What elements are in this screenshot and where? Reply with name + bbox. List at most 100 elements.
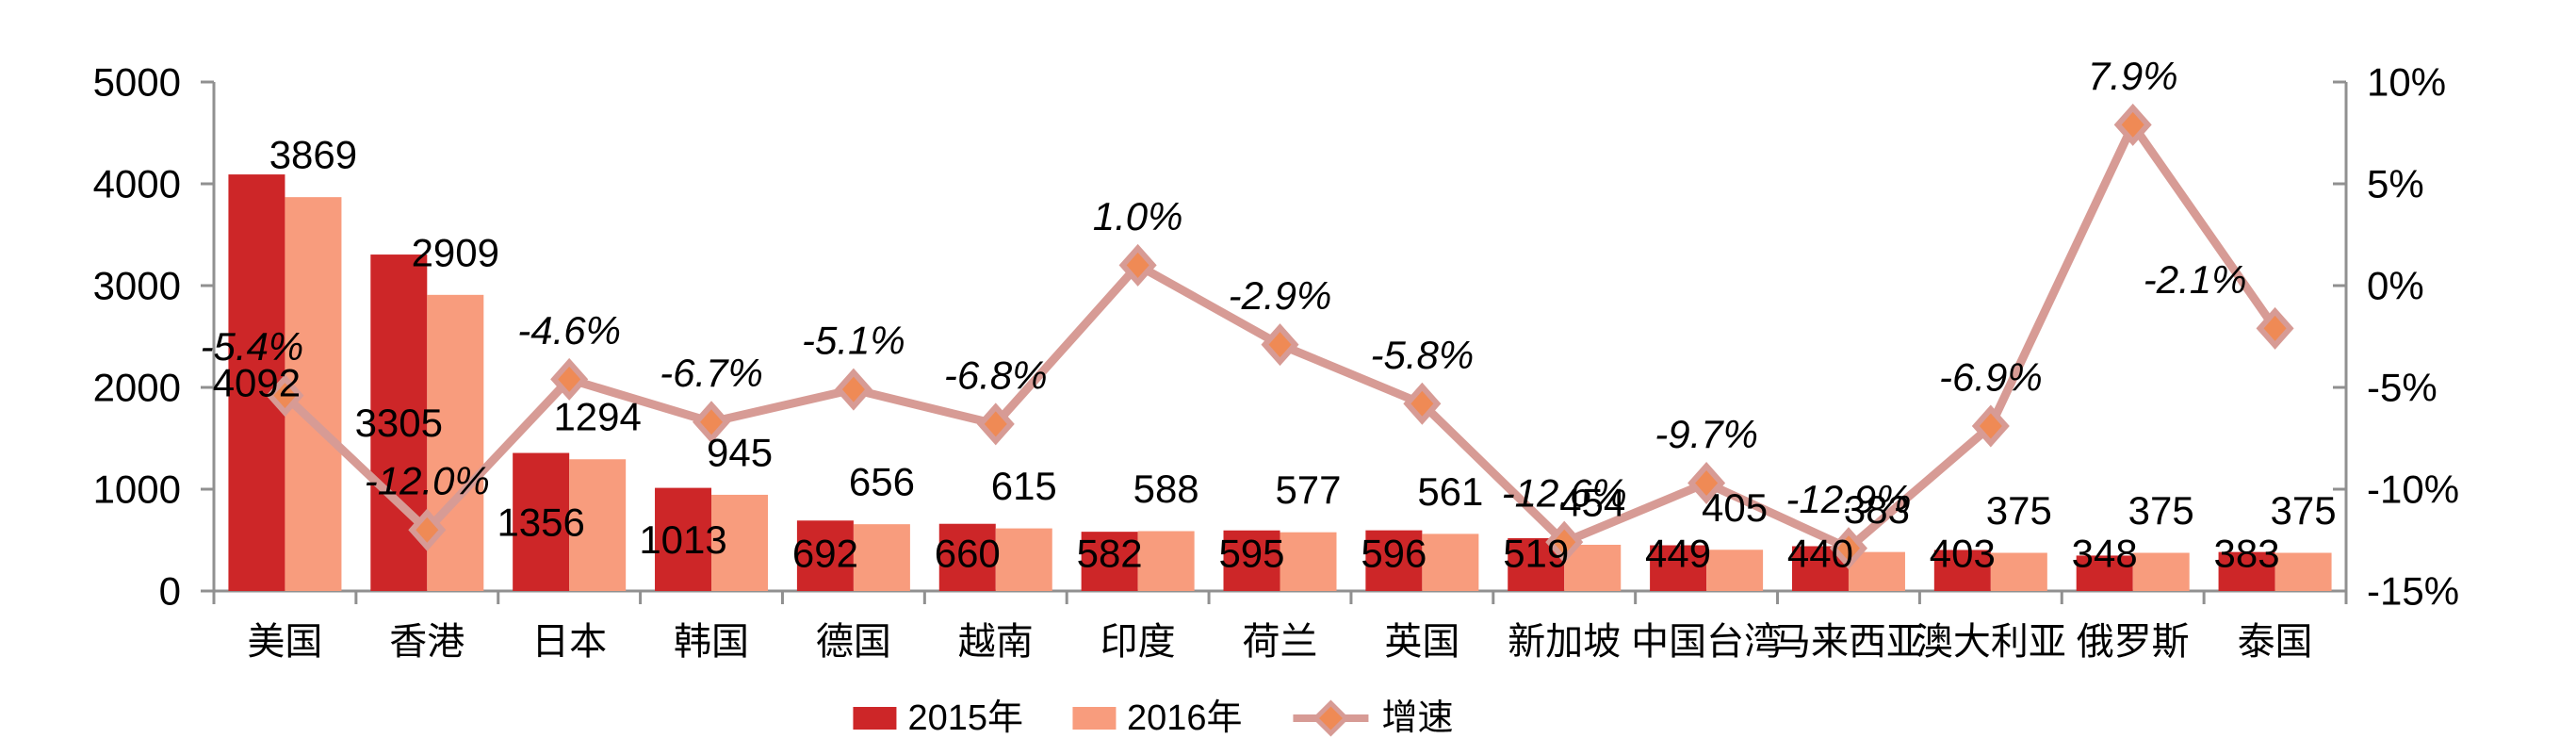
y-axis-right-tick-label: 0% — [2367, 264, 2424, 308]
growth-label: 7.9% — [2088, 54, 2178, 98]
category-label: 香港 — [389, 621, 465, 663]
value-label-2015: 582 — [1077, 532, 1143, 576]
value-label-2015: 519 — [1503, 532, 1569, 576]
legend-swatch-2016-icon — [1071, 707, 1116, 730]
bar-2015 — [228, 174, 285, 591]
category-label: 马来西亚 — [1773, 621, 1924, 663]
category-label: 泰国 — [2238, 621, 2313, 663]
y-axis-left-tick-label: 4000 — [93, 162, 181, 206]
category-label: 韩国 — [674, 621, 749, 663]
value-label-2015: 403 — [1930, 532, 1996, 576]
growth-marker — [1403, 382, 1442, 425]
bar-2016 — [569, 459, 627, 591]
growth-label: -12.9% — [1785, 477, 1911, 521]
category-label: 中国台湾 — [1631, 621, 1782, 663]
growth-label: -12.6% — [1502, 471, 1627, 516]
value-label-2015: 449 — [1645, 532, 1711, 576]
value-label-2015: 348 — [2072, 532, 2138, 576]
bar-2015 — [655, 487, 712, 591]
value-label-2016: 588 — [1133, 467, 1199, 511]
bar-2016 — [711, 494, 769, 591]
value-label-2015: 1013 — [639, 517, 726, 562]
value-label-2015: 4092 — [213, 361, 301, 405]
legend-item-growth: 增速 — [1292, 698, 1454, 739]
y-axis-right-tick-label: -5% — [2367, 366, 2437, 410]
bar-2015 — [1081, 532, 1138, 591]
growth-label: -2.9% — [1229, 273, 1332, 318]
value-label-2015: 440 — [1787, 532, 1853, 576]
legend-swatch-2015-icon — [853, 707, 897, 730]
value-label-2016: 561 — [1417, 469, 1483, 514]
value-label-2016: 454 — [1559, 480, 1625, 524]
category-label: 美国 — [247, 621, 322, 663]
bar-2015 — [2218, 551, 2275, 591]
value-label-2015: 3305 — [355, 401, 443, 445]
y-axis-right-tick-label: 5% — [2367, 162, 2424, 206]
value-label-2016: 383 — [1844, 487, 1910, 532]
growth-marker — [1687, 462, 1726, 505]
value-label-2016: 1294 — [553, 395, 641, 439]
bar-2015 — [796, 520, 854, 591]
growth-marker — [2113, 103, 2152, 146]
growth-marker — [408, 508, 447, 551]
value-label-2016: 375 — [2128, 488, 2194, 533]
legend-label-2016: 2016年 — [1126, 698, 1243, 738]
growth-marker — [1118, 243, 1157, 287]
legend: 2015年 2016年 增速 — [853, 698, 1454, 739]
value-label-2015: 595 — [1218, 532, 1284, 576]
growth-label: -9.7% — [1655, 412, 1758, 456]
category-label: 德国 — [816, 621, 891, 663]
growth-marker — [2256, 306, 2294, 350]
y-axis-right-tick-label: -15% — [2367, 569, 2459, 614]
y-axis-left-tick-label: 5000 — [93, 60, 181, 105]
value-label-2015: 1356 — [497, 500, 584, 544]
bar-2015 — [938, 523, 996, 591]
value-label-2015: 596 — [1361, 532, 1427, 576]
y-axis-left-tick-label: 3000 — [93, 264, 181, 308]
growth-label: -5.8% — [1371, 333, 1475, 377]
value-label-2016: 2909 — [412, 230, 499, 274]
bar-2016 — [1422, 533, 1479, 591]
value-label-2016: 615 — [991, 464, 1057, 508]
legend-item-2016: 2016年 — [1071, 698, 1243, 738]
category-label: 俄罗斯 — [2077, 621, 2190, 663]
value-label-2016: 577 — [1275, 468, 1341, 512]
growth-marker — [1971, 404, 2010, 448]
growth-marker — [693, 401, 731, 444]
growth-label: -6.9% — [1939, 355, 2043, 400]
bar-2016 — [2274, 552, 2332, 591]
value-label-2016: 375 — [2271, 488, 2337, 533]
growth-label: -6.8% — [944, 353, 1048, 397]
bar-2016 — [1990, 552, 2047, 591]
growth-label: 1.0% — [1093, 194, 1183, 238]
bar-2016 — [1280, 532, 1337, 591]
y-axis-left-tick-label: 2000 — [93, 366, 181, 410]
bar-2015 — [1933, 550, 1991, 591]
growth-marker — [266, 374, 304, 418]
growth-label: -6.7% — [660, 351, 763, 395]
y-axis-right-tick-label: 10% — [2367, 60, 2446, 105]
bar-2016 — [2132, 552, 2190, 591]
bar-2016 — [1706, 550, 1764, 591]
bar-2015 — [1650, 545, 1707, 591]
value-label-2015: 383 — [2214, 532, 2280, 576]
growth-marker — [550, 357, 589, 401]
category-label: 越南 — [958, 621, 1034, 663]
category-label: 荷兰 — [1243, 621, 1318, 663]
value-label-2016: 945 — [707, 430, 773, 474]
growth-label: -2.1% — [2144, 257, 2247, 302]
bar-2016 — [1137, 531, 1195, 591]
legend-item-2015: 2015年 — [853, 700, 1023, 736]
category-label: 澳大利亚 — [1916, 621, 2066, 663]
bar-2015 — [1365, 530, 1423, 591]
legend-label-growth: 增速 — [1381, 698, 1454, 738]
value-label-2015: 692 — [792, 532, 858, 576]
growth-label: -12.0% — [365, 459, 490, 503]
value-label-2016: 375 — [1986, 488, 2052, 533]
growth-marker — [834, 368, 872, 411]
bar-2016 — [853, 524, 910, 591]
legend-line-marker-icon — [1293, 699, 1369, 737]
value-label-2015: 660 — [935, 532, 1001, 576]
